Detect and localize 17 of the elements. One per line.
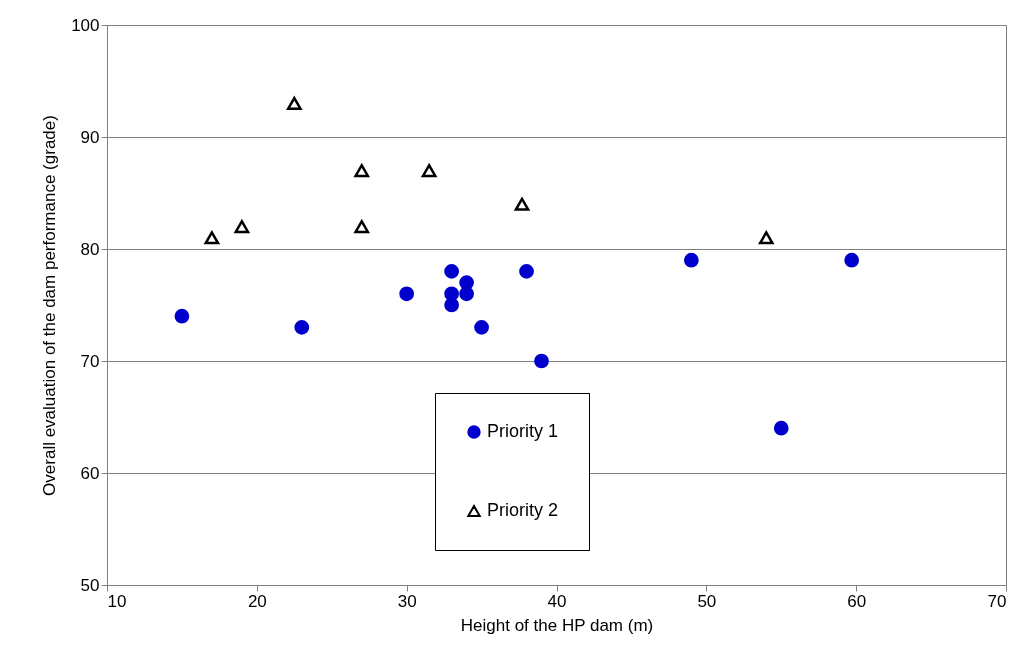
x-axis-title: Height of the HP dam (m) [460, 615, 654, 635]
legend-label: Priority 1 [487, 421, 559, 441]
x-tick-label: 30 [397, 591, 417, 611]
y-tick-label: 70 [80, 351, 100, 371]
y-tick-label: 80 [80, 239, 100, 259]
x-tick-label: 70 [987, 591, 1007, 611]
legend-label: Priority 2 [487, 500, 559, 520]
x-tick-label: 40 [547, 591, 567, 611]
x-tick-label: 20 [247, 591, 267, 611]
y-tick-label: 50 [80, 575, 100, 595]
y-axis-title: Overall evaluation of the dam performance (grade) [40, 115, 60, 496]
x-tick-label: 10 [107, 591, 127, 611]
y-tick-label: 100 [71, 15, 100, 35]
y-tick-label: 60 [80, 463, 100, 483]
x-tick-label: 60 [847, 591, 867, 611]
x-tick-label: 50 [697, 591, 717, 611]
y-tick-label: 90 [80, 127, 100, 147]
